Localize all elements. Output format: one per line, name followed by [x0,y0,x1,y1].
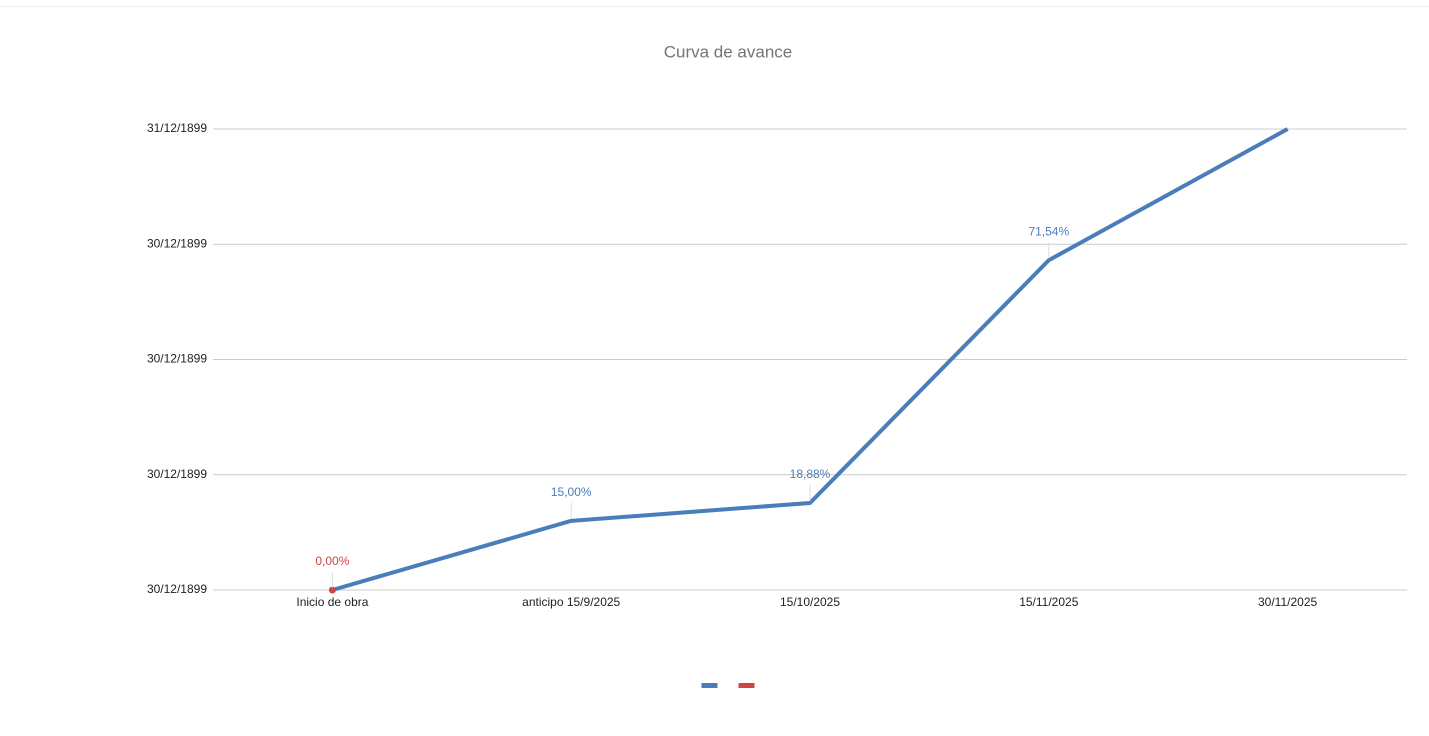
x-tick-label: Inicio de obra [296,595,368,609]
x-tick-label: 30/11/2025 [1258,595,1317,609]
data-label: 71,54% [1028,224,1069,238]
data-label: 18,88% [790,467,831,481]
series-line [331,127,1289,592]
y-tick-label: 30/12/1899 [147,352,207,366]
y-tick-label: 30/12/1899 [147,582,207,596]
legend-swatch [701,683,718,688]
series-point [328,586,336,594]
x-tick-label: anticipo 15/9/2025 [522,595,620,609]
y-tick-label: 30/12/1899 [147,236,207,250]
x-tick-label: 15/10/2025 [780,595,840,609]
x-tick-label: 15/11/2025 [1019,595,1078,609]
data-label: 0,00% [315,554,349,568]
chart-title: Curva de avance [664,42,793,61]
data-label: 15,00% [551,485,592,499]
legend-swatch [738,683,755,688]
y-tick-label: 31/12/1899 [147,121,207,135]
y-tick-label: 30/12/1899 [147,467,207,481]
